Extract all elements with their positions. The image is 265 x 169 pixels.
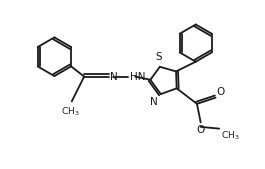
- Text: N: N: [150, 97, 158, 107]
- Text: CH$_3$: CH$_3$: [61, 105, 80, 118]
- Text: CH$_3$: CH$_3$: [220, 130, 239, 142]
- Text: O: O: [217, 87, 225, 97]
- Text: O: O: [197, 125, 205, 135]
- Text: N: N: [111, 71, 118, 82]
- Text: S: S: [155, 52, 162, 62]
- Text: HN: HN: [130, 71, 145, 82]
